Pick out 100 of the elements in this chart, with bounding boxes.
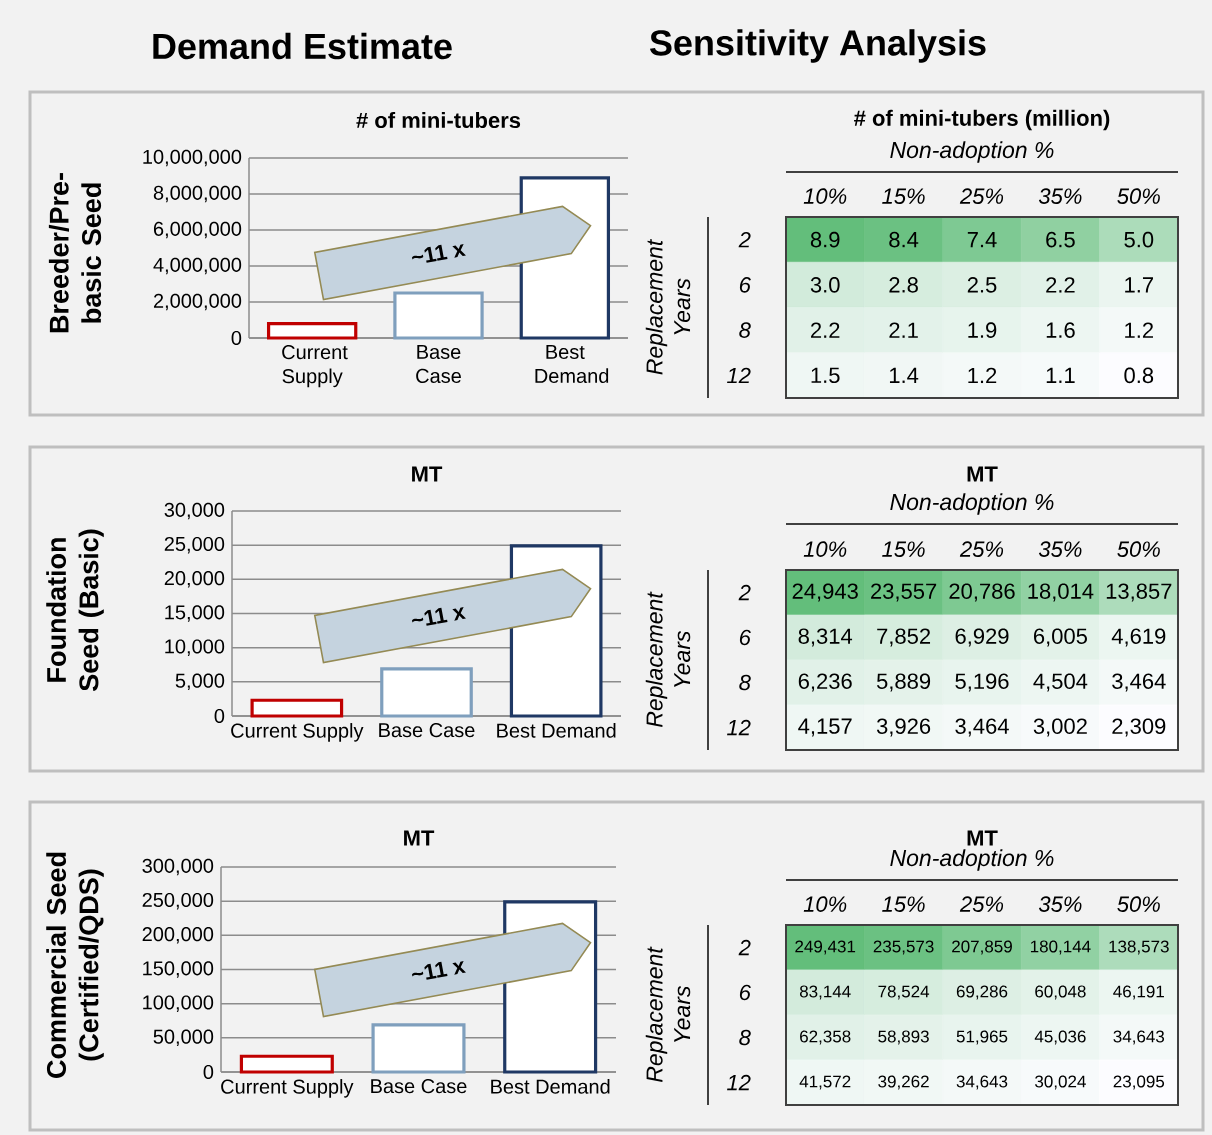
x-tick-label: 50% bbox=[1117, 188, 1160, 204]
data-label: 3,464 bbox=[955, 718, 1009, 737]
data-label: 1.1 bbox=[1046, 367, 1075, 383]
data-label: 3.0 bbox=[810, 277, 840, 293]
y-tick-label: 15,000 bbox=[165, 605, 225, 622]
y-tick-label: 0 bbox=[214, 708, 225, 724]
y-tick-label: 20,000 bbox=[164, 571, 225, 588]
y-tick-label: 6 bbox=[739, 629, 751, 646]
text: Sensitivity Analysis bbox=[649, 29, 986, 63]
annotation: ~11 x bbox=[412, 961, 466, 980]
data-label: 8.4 bbox=[889, 231, 919, 248]
y-tick-label: 30,000 bbox=[164, 502, 225, 520]
y-tick-label: 2 bbox=[738, 231, 751, 248]
chart-title: # of mini-tubers bbox=[356, 111, 521, 129]
y-tick-label: 10,000 bbox=[165, 639, 225, 656]
data-label: 45,036 bbox=[1034, 1030, 1086, 1045]
y-tick-label: 25,000 bbox=[164, 536, 225, 554]
x-tick-label: Best Demand bbox=[535, 345, 609, 383]
y-tick-label: 8 bbox=[739, 322, 751, 338]
x-tick-label: Current Supply bbox=[231, 723, 364, 742]
data-label: 235,573 bbox=[873, 940, 934, 955]
x-tick-label: 15% bbox=[882, 896, 925, 912]
data-label: 13,857 bbox=[1106, 583, 1172, 602]
y-axis-title: Breeder/Pre-basic Seed bbox=[48, 173, 102, 333]
data-label: 51,965 bbox=[956, 1030, 1008, 1045]
data-label: 2,309 bbox=[1112, 718, 1166, 737]
chart-title: # of mini-tubers (million) bbox=[854, 109, 1110, 131]
y-tick-label: 250,000 bbox=[142, 892, 214, 910]
data-label: 6.5 bbox=[1046, 231, 1075, 248]
y-tick-label: 50,000 bbox=[153, 1029, 214, 1047]
x-tick-label: 35% bbox=[1038, 541, 1082, 557]
y-tick-label: 12 bbox=[727, 1074, 751, 1091]
x-axis-title: Non-adoption % bbox=[890, 849, 1054, 871]
y-axis-title: Foundation Seed (Basic) bbox=[46, 529, 104, 691]
y-tick-label: 150,000 bbox=[143, 961, 214, 978]
data-label: 4,504 bbox=[1033, 673, 1088, 692]
data-label: 2.5 bbox=[967, 277, 997, 293]
data-label: 62,358 bbox=[800, 1030, 851, 1045]
data-label: 23,557 bbox=[871, 583, 937, 602]
data-label: 2.8 bbox=[889, 277, 918, 293]
x-tick-label: 10% bbox=[803, 188, 847, 204]
data-label: 3,464 bbox=[1112, 673, 1166, 692]
data-label: 6,236 bbox=[798, 673, 852, 692]
data-label: 4,157 bbox=[798, 718, 852, 737]
y-tick-label: 0 bbox=[231, 330, 242, 346]
data-label: 24,943 bbox=[792, 583, 858, 602]
data-label: 78,524 bbox=[878, 985, 930, 1000]
x-tick-label: 50% bbox=[1117, 896, 1160, 912]
y-tick-label: 5,000 bbox=[175, 673, 225, 691]
data-label: 1.6 bbox=[1046, 322, 1075, 338]
x-tick-label: 25% bbox=[959, 896, 1004, 912]
y-tick-label: 8,000,000 bbox=[153, 185, 242, 203]
x-tick-label: Base Case bbox=[371, 1079, 467, 1094]
data-label: 69,286 bbox=[956, 985, 1008, 1000]
data-label: 180,144 bbox=[1030, 940, 1091, 955]
x-tick-label: 25% bbox=[959, 188, 1004, 204]
data-label: 1.9 bbox=[968, 322, 997, 338]
data-label: 2.2 bbox=[1046, 277, 1075, 293]
data-label: 3,926 bbox=[876, 718, 931, 737]
y-tick-label: 300,000 bbox=[142, 858, 214, 876]
chart-title: MT bbox=[404, 830, 435, 846]
y-axis-title: Replacement Years bbox=[645, 238, 691, 375]
data-label: 1.2 bbox=[968, 367, 997, 384]
data-label: 34,643 bbox=[1113, 1030, 1165, 1045]
data-label: 249,431 bbox=[795, 940, 856, 955]
x-tick-label: 25% bbox=[959, 541, 1004, 557]
x-tick-label: Base Case bbox=[379, 723, 475, 738]
data-label: 41,572 bbox=[799, 1075, 851, 1090]
data-label: 39,262 bbox=[878, 1075, 929, 1090]
y-tick-label: 0 bbox=[203, 1064, 214, 1080]
y-tick-label: 2 bbox=[738, 939, 751, 956]
data-label: 30,024 bbox=[1035, 1075, 1086, 1090]
x-axis-title: Non-adoption % bbox=[890, 141, 1054, 163]
data-label: 1.4 bbox=[889, 367, 919, 383]
data-label: 0.8 bbox=[1124, 367, 1154, 384]
annotation: ~11 x bbox=[412, 607, 466, 626]
data-label: 18,014 bbox=[1028, 583, 1094, 602]
data-label: 83,144 bbox=[799, 985, 851, 1000]
y-tick-label: 6,000,000 bbox=[153, 221, 242, 239]
x-tick-label: Base Case bbox=[416, 345, 461, 383]
y-axis-title: Commercial Seed (Certified/QDS) bbox=[46, 852, 104, 1078]
x-tick-label: 15% bbox=[882, 541, 925, 557]
y-tick-label: 6 bbox=[739, 984, 751, 1001]
y-tick-label: 10,000,000 bbox=[143, 149, 242, 167]
data-label: 23,095 bbox=[1113, 1075, 1165, 1090]
data-label: 1.5 bbox=[811, 367, 840, 384]
y-axis-title: Replacement Years bbox=[645, 591, 691, 728]
data-label: 34,643 bbox=[956, 1075, 1008, 1090]
x-tick-label: 50% bbox=[1117, 541, 1160, 557]
x-tick-label: Best Demand bbox=[497, 723, 616, 738]
x-tick-label: 10% bbox=[803, 896, 847, 912]
data-label: 6,929 bbox=[955, 628, 1009, 647]
data-label: 58,893 bbox=[878, 1030, 929, 1045]
y-tick-label: 12 bbox=[727, 367, 751, 384]
data-label: 4,619 bbox=[1111, 628, 1166, 647]
y-tick-label: 200,000 bbox=[142, 927, 214, 944]
data-label: 60,048 bbox=[1035, 985, 1086, 1000]
x-tick-label: 15% bbox=[882, 188, 925, 204]
data-label: 8.9 bbox=[810, 231, 840, 248]
data-label: 5,889 bbox=[876, 673, 931, 692]
